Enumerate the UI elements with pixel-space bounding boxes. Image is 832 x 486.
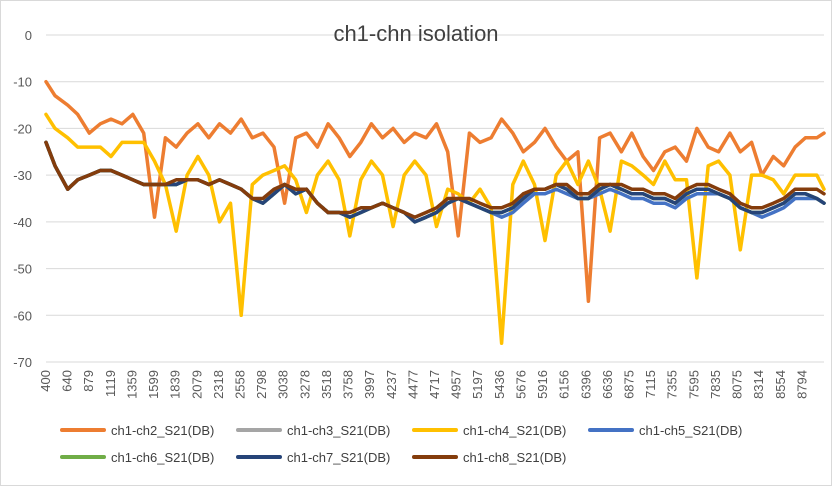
chart-title: ch1-chn isolation (333, 21, 498, 46)
x-tick-label: 1599 (146, 370, 161, 399)
series-line-7 (44, 140, 826, 219)
series-line-6 (44, 140, 826, 224)
legend-label: ch1-ch4_S21(DB) (463, 423, 566, 438)
x-tick-label: 8075 (730, 370, 745, 399)
x-tick-label: 640 (60, 370, 75, 392)
x-tick-label: 1119 (103, 370, 118, 397)
x-tick-label: 3278 (297, 370, 312, 399)
series-line-3 (44, 112, 826, 346)
x-tick-label: 5916 (535, 370, 550, 399)
x-tick-label: 6636 (600, 370, 615, 399)
x-tick-label: 7115 (643, 370, 658, 398)
x-tick-label: 4477 (405, 370, 420, 399)
legend-label: ch1-ch3_S21(DB) (287, 423, 390, 438)
x-tick-label: 2079 (189, 370, 204, 399)
x-tick-label: 4237 (384, 370, 399, 399)
x-tick-label: 5197 (470, 370, 485, 399)
x-tick-label: 8794 (794, 370, 809, 399)
x-tick-label: 7835 (708, 370, 723, 399)
legend: ch1-ch2_S21(DB) ch1-ch3_S21(DB) ch1-ch4_S2… (60, 423, 742, 465)
x-tick-label: 879 (81, 370, 96, 392)
legend-label: ch1-ch6_S21(DB) (111, 450, 214, 465)
x-tick-label: 3758 (341, 370, 356, 399)
y-tick-label: -40 (13, 215, 32, 230)
x-tick-label: 2798 (254, 370, 269, 399)
x-tick-label: 5436 (492, 370, 507, 399)
y-tick-label: -10 (13, 75, 32, 90)
x-tick-label: 1359 (124, 370, 139, 399)
x-tick-label: 2558 (233, 370, 248, 399)
y-tick-label: -60 (13, 308, 32, 323)
y-tick-label: 0 (25, 28, 32, 43)
x-tick-label: 5676 (513, 370, 528, 399)
series-lines (44, 79, 826, 346)
x-tick-label: 8314 (751, 370, 766, 399)
x-tick-label: 7595 (686, 370, 701, 399)
x-tick-label: 1839 (168, 370, 183, 399)
x-tick-label: 400 (38, 370, 53, 392)
axes: 0 -10 -20 -30 -40 -50 -60 -70 400 640 879 1119 1359 1… (13, 28, 809, 399)
legend-label: ch1-ch7_S21(DB) (287, 450, 390, 465)
series-line-1 (44, 79, 826, 304)
legend-label: ch1-ch2_S21(DB) (111, 423, 214, 438)
x-tick-label: 4717 (427, 370, 442, 399)
x-tick-label: 8554 (773, 370, 788, 399)
y-tick-label: -30 (13, 168, 32, 183)
y-tick-label: -70 (13, 355, 32, 370)
x-tick-label: 3518 (319, 370, 334, 399)
x-tick-label: 7355 (665, 370, 680, 399)
y-tick-label: -20 (13, 121, 32, 136)
x-tick-label: 3038 (276, 370, 291, 399)
x-tick-label: 6396 (578, 370, 593, 399)
x-tick-label: 2318 (211, 370, 226, 399)
x-tick-label: 6875 (622, 370, 637, 399)
legend-label: ch1-ch8_S21(DB) (463, 450, 566, 465)
y-tick-label: -50 (13, 262, 32, 277)
legend-label: ch1-ch5_S21(DB) (639, 423, 742, 438)
x-tick-label: 3997 (362, 370, 377, 399)
x-tick-label: 4957 (449, 370, 464, 399)
gridlines (46, 34, 824, 363)
x-tick-label: 6156 (557, 370, 572, 399)
